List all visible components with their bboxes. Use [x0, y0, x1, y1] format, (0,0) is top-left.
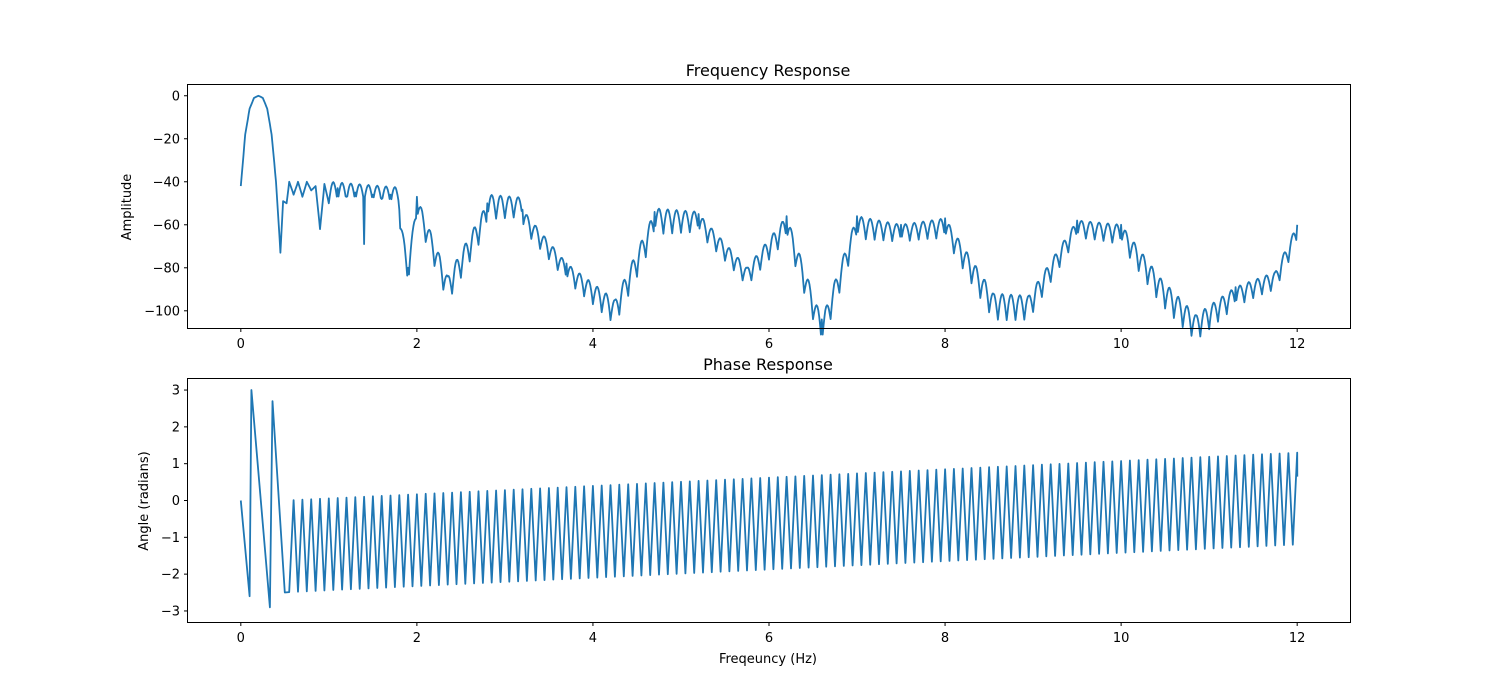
x-tick-label: 4 [589, 631, 597, 646]
y-tick-label: 1 [172, 457, 180, 472]
phase-response-ylabel: Angle (radians) [137, 451, 152, 550]
phase-response-axes: Phase Response Angle (radians) Freqeuncy… [137, 355, 1351, 667]
phase-response-frame [187, 378, 1351, 623]
x-tick-label: 6 [765, 337, 773, 352]
x-tick-label: 10 [1113, 337, 1130, 352]
frequency-response-ticks: 0 2 4 6 8 10 12 0 −20 −40 −60 −80 −100 [144, 89, 1305, 352]
x-tick-label: 12 [1289, 631, 1306, 646]
y-tick-label: −3 [161, 604, 180, 619]
phase-response-title: Phase Response [703, 355, 833, 374]
x-tick-label: 4 [589, 337, 597, 352]
y-tick-label: −40 [153, 175, 180, 190]
y-tick-label: 0 [172, 494, 180, 509]
y-tick-label: −60 [153, 218, 180, 233]
y-tick-label: 0 [172, 89, 180, 104]
frequency-response-title: Frequency Response [686, 61, 851, 80]
x-tick-label: 2 [413, 337, 421, 352]
y-tick-label: −1 [161, 531, 180, 546]
y-tick-label: −100 [144, 304, 180, 319]
frequency-response-ylabel: Amplitude [120, 174, 135, 241]
frequency-response-frame [187, 84, 1351, 329]
frequency-response-axes: Frequency Response Amplitude 0 2 4 6 8 10 12 0 −… [120, 61, 1351, 352]
x-tick-label: 2 [413, 631, 421, 646]
phase-response-series-line [239, 389, 1299, 609]
y-tick-label: 3 [172, 384, 180, 399]
x-tick-label: 6 [765, 631, 773, 646]
x-tick-label: 0 [237, 631, 245, 646]
x-tick-label: 0 [237, 337, 245, 352]
y-tick-label: 2 [172, 420, 180, 435]
phase-response-xlabel: Freqeuncy (Hz) [719, 652, 817, 667]
y-tick-label: −80 [153, 261, 180, 276]
x-tick-label: 10 [1113, 631, 1130, 646]
x-tick-label: 12 [1289, 337, 1306, 352]
y-tick-label: −20 [153, 132, 180, 147]
x-tick-label: 8 [941, 337, 949, 352]
frequency-response-series-line [239, 94, 1299, 338]
x-tick-label: 8 [941, 631, 949, 646]
y-tick-label: −2 [161, 568, 180, 583]
